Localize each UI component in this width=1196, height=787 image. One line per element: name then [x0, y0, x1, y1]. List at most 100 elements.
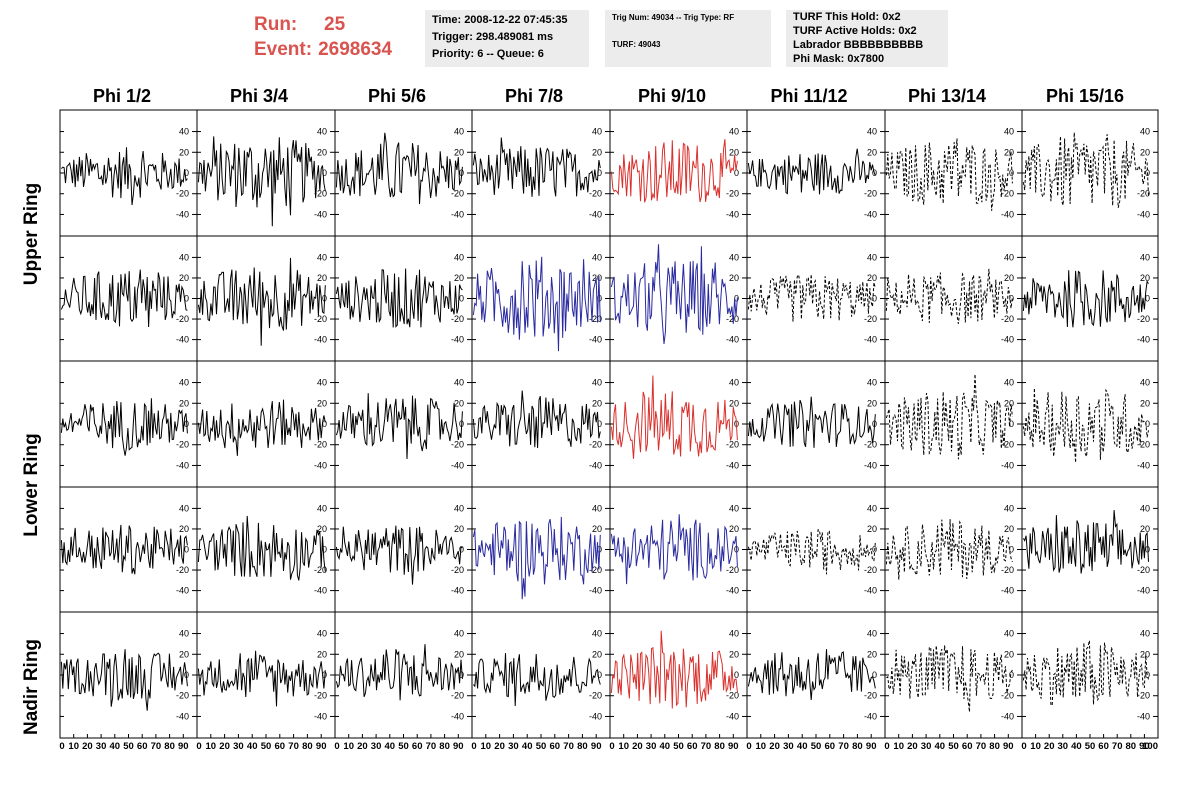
- y-tick-label: -20: [176, 565, 189, 575]
- waveform-r2-c1: [60, 269, 188, 328]
- y-tick-label: -40: [176, 335, 189, 345]
- x-tick-label: 30: [921, 741, 932, 752]
- waveform-r4-c5: [610, 514, 738, 585]
- y-tick-label: -20: [451, 189, 464, 199]
- y-tick-label: -40: [314, 335, 327, 345]
- y-tick-label: 40: [592, 378, 602, 388]
- x-tick-label: 50: [948, 741, 959, 752]
- x-tick-label: 20: [82, 741, 93, 752]
- x-tick-label: 50: [261, 741, 272, 752]
- time-text: Time: 2008-12-22 07:45:35: [432, 14, 568, 26]
- y-tick-label: 40: [729, 629, 739, 639]
- phi-label-7: Phi 13/14: [907, 86, 987, 106]
- trigger-text: Trigger: 298.489081 ms: [432, 31, 554, 43]
- y-tick-label: -40: [864, 586, 877, 596]
- phi-label-6: Phi 11/12: [770, 86, 848, 106]
- y-tick-label: 20: [729, 273, 739, 283]
- y-tick-label: -20: [589, 691, 602, 701]
- y-tick-label: -40: [1137, 460, 1150, 470]
- y-tick-label: 40: [179, 629, 189, 639]
- y-tick-label: 20: [179, 649, 189, 659]
- y-tick-label: 40: [729, 252, 739, 262]
- waveform-r1-c4: [472, 137, 601, 197]
- y-tick-label: -20: [1001, 565, 1014, 575]
- x-tick-label: 90: [178, 741, 189, 752]
- y-tick-label: 40: [592, 252, 602, 262]
- y-tick-label: -20: [176, 691, 189, 701]
- x-tick-label: 60: [275, 741, 286, 752]
- y-tick-label: 0: [1009, 545, 1014, 555]
- y-tick-label: -40: [314, 711, 327, 721]
- x-tick-label: 30: [1058, 741, 1069, 752]
- x-tick-label: 70: [151, 741, 162, 752]
- y-tick-label: 40: [317, 127, 327, 137]
- x-tick-label: 10: [68, 741, 79, 752]
- y-tick-label: -20: [864, 314, 877, 324]
- x-tick-label: 0: [884, 741, 889, 752]
- y-tick-label: 0: [734, 168, 739, 178]
- y-tick-label: -20: [1001, 691, 1014, 701]
- y-tick-label: 40: [729, 127, 739, 137]
- y-tick-label: -40: [864, 711, 877, 721]
- y-tick-label: 40: [454, 503, 464, 513]
- y-tick-label: 0: [459, 294, 464, 304]
- x-tick-label: 70: [701, 741, 712, 752]
- y-tick-label: 20: [454, 147, 464, 157]
- run-value: 25: [324, 14, 346, 35]
- x-tick-label: 30: [233, 741, 244, 752]
- x-tick-label: 40: [247, 741, 258, 752]
- y-tick-label: 20: [729, 147, 739, 157]
- x-tick-label: 50: [536, 741, 547, 752]
- waveform-r5-c1: [60, 649, 188, 711]
- x-tick-label: 70: [563, 741, 574, 752]
- y-tick-label: -40: [176, 586, 189, 596]
- y-tick-label: -40: [1137, 586, 1150, 596]
- y-tick-label: -20: [1137, 314, 1150, 324]
- y-tick-label: 20: [454, 398, 464, 408]
- y-tick-label: 20: [179, 273, 189, 283]
- x-tick-label: 40: [110, 741, 121, 752]
- waveform-r3-c2: [197, 399, 326, 456]
- x-tick-label: 70: [288, 741, 299, 752]
- y-tick-label: 40: [317, 503, 327, 513]
- y-tick-label: 40: [1004, 378, 1014, 388]
- y-tick-label: -20: [864, 565, 877, 575]
- waveform-r5-c6: [747, 649, 876, 700]
- x-tick-label: 90: [1139, 741, 1150, 752]
- y-tick-label: -40: [1001, 335, 1014, 345]
- y-tick-label: 20: [1004, 398, 1014, 408]
- waveform-r4-c1: [60, 524, 188, 575]
- y-tick-label: 40: [729, 378, 739, 388]
- phi-label-3: Phi 5/6: [367, 86, 427, 106]
- y-tick-label: -20: [1137, 565, 1150, 575]
- x-tick-label: 0: [1021, 741, 1026, 752]
- priority-text: Priority: 6 -- Queue: 6: [432, 48, 544, 60]
- event-label: Event:: [254, 39, 313, 60]
- y-tick-label: 0: [1145, 294, 1150, 304]
- y-tick-label: 20: [1140, 649, 1150, 659]
- x-tick-label: 10: [1030, 741, 1041, 752]
- y-tick-label: 40: [454, 378, 464, 388]
- phi-mask-text: Phi Mask: 0x7800: [793, 53, 885, 65]
- y-tick-label: 0: [1009, 670, 1014, 680]
- y-tick-label: 20: [317, 273, 327, 283]
- y-tick-label: -20: [314, 565, 327, 575]
- y-tick-label: 0: [872, 670, 877, 680]
- x-tick-label: 60: [825, 741, 836, 752]
- y-tick-label: -20: [314, 440, 327, 450]
- waveform-r3-c7: [885, 374, 1013, 460]
- x-tick-label: 70: [976, 741, 987, 752]
- y-tick-label: 20: [179, 524, 189, 534]
- y-tick-label: 40: [179, 503, 189, 513]
- y-tick-label: -20: [1001, 314, 1014, 324]
- x-tick-label: 90: [316, 741, 327, 752]
- y-tick-label: -40: [176, 209, 189, 219]
- y-tick-label: -20: [726, 440, 739, 450]
- waveform-r5-c3: [335, 644, 463, 701]
- y-tick-label: 20: [317, 398, 327, 408]
- y-tick-label: -40: [1137, 711, 1150, 721]
- x-tick-label: 10: [893, 741, 904, 752]
- y-tick-label: 40: [592, 503, 602, 513]
- y-tick-label: 40: [592, 127, 602, 137]
- y-tick-label: -40: [451, 586, 464, 596]
